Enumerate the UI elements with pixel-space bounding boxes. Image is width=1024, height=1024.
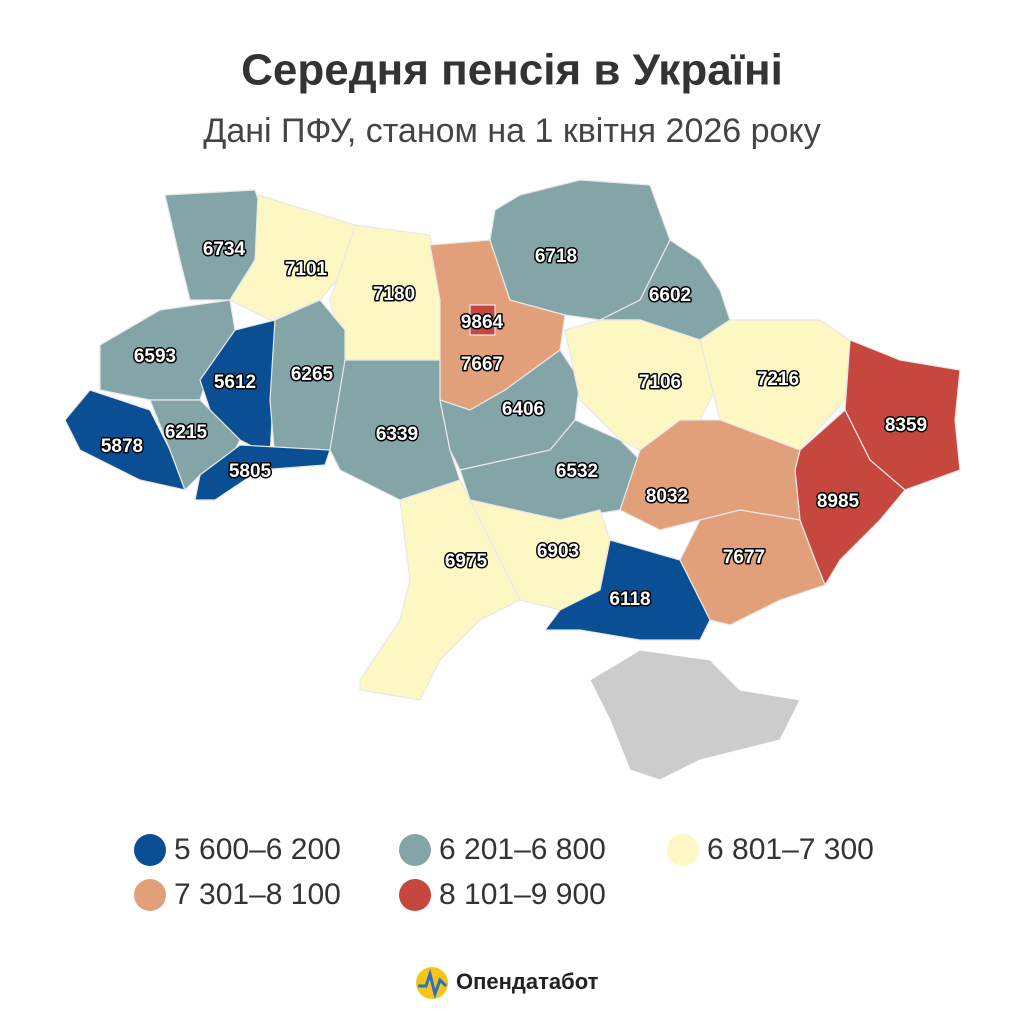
region-value: 6265: [291, 364, 334, 385]
region-value: 7106: [639, 372, 681, 393]
region: [194, 444, 331, 501]
region-value: 8359: [885, 415, 927, 436]
region-value: 7667: [461, 354, 503, 375]
region-labels: 6734 7101 7180 7667 9864 6718 6602 6593 5612 6265…: [99, 238, 928, 612]
region-value: 6602: [649, 285, 691, 306]
legend-swatch: [134, 879, 166, 911]
region-value: 6734: [203, 239, 246, 260]
region-value: 7216: [757, 369, 799, 390]
legend: 5 600–6 200 6 201–6 800 6 801–7 300 7 301–8…: [134, 833, 874, 911]
legend-label: 7 301–8 100: [174, 878, 341, 911]
region-value: 6406: [502, 399, 544, 420]
region-value: 6593: [134, 346, 176, 367]
region-value: 6532: [556, 461, 598, 482]
region-value: 5612: [214, 372, 256, 393]
regions: [64, 179, 961, 701]
region-value: 5878: [101, 436, 143, 457]
region: [469, 304, 496, 336]
region-value: 6339: [376, 424, 418, 445]
region-value: 7101: [285, 259, 328, 280]
logo-pulse: [418, 968, 448, 1000]
legend-label: 8 101–9 900: [439, 878, 606, 911]
region: [543, 539, 711, 641]
region-value: 9864: [461, 312, 504, 333]
region: [439, 349, 581, 471]
region-value: 6718: [535, 246, 577, 267]
logo-text: Опендатабот: [456, 969, 599, 994]
legend-label: 6 201–6 800: [439, 833, 606, 866]
region-value: 6215: [165, 422, 208, 443]
region: [359, 479, 521, 701]
legend-swatch: [399, 879, 431, 911]
legend-swatch: [134, 834, 166, 866]
subtitle: Дані ПФУ, станом на 1 квітня 2026 року: [203, 112, 820, 150]
region-value: 8985: [817, 491, 860, 512]
title: Середня пенсія в Україні: [241, 46, 783, 95]
legend-swatch: [667, 834, 699, 866]
legend-label: 5 600–6 200: [174, 833, 341, 866]
region-value: 7677: [723, 547, 765, 568]
region-value: 8032: [646, 486, 688, 507]
legend-swatch: [399, 834, 431, 866]
region-value: 6975: [445, 551, 488, 572]
region-value: 6903: [537, 541, 579, 562]
region-value: 7180: [373, 284, 415, 305]
region-value: 5805: [229, 461, 272, 482]
crimea: [589, 649, 801, 781]
legend-label: 6 801–7 300: [707, 833, 874, 866]
region-value: 6118: [609, 589, 650, 610]
